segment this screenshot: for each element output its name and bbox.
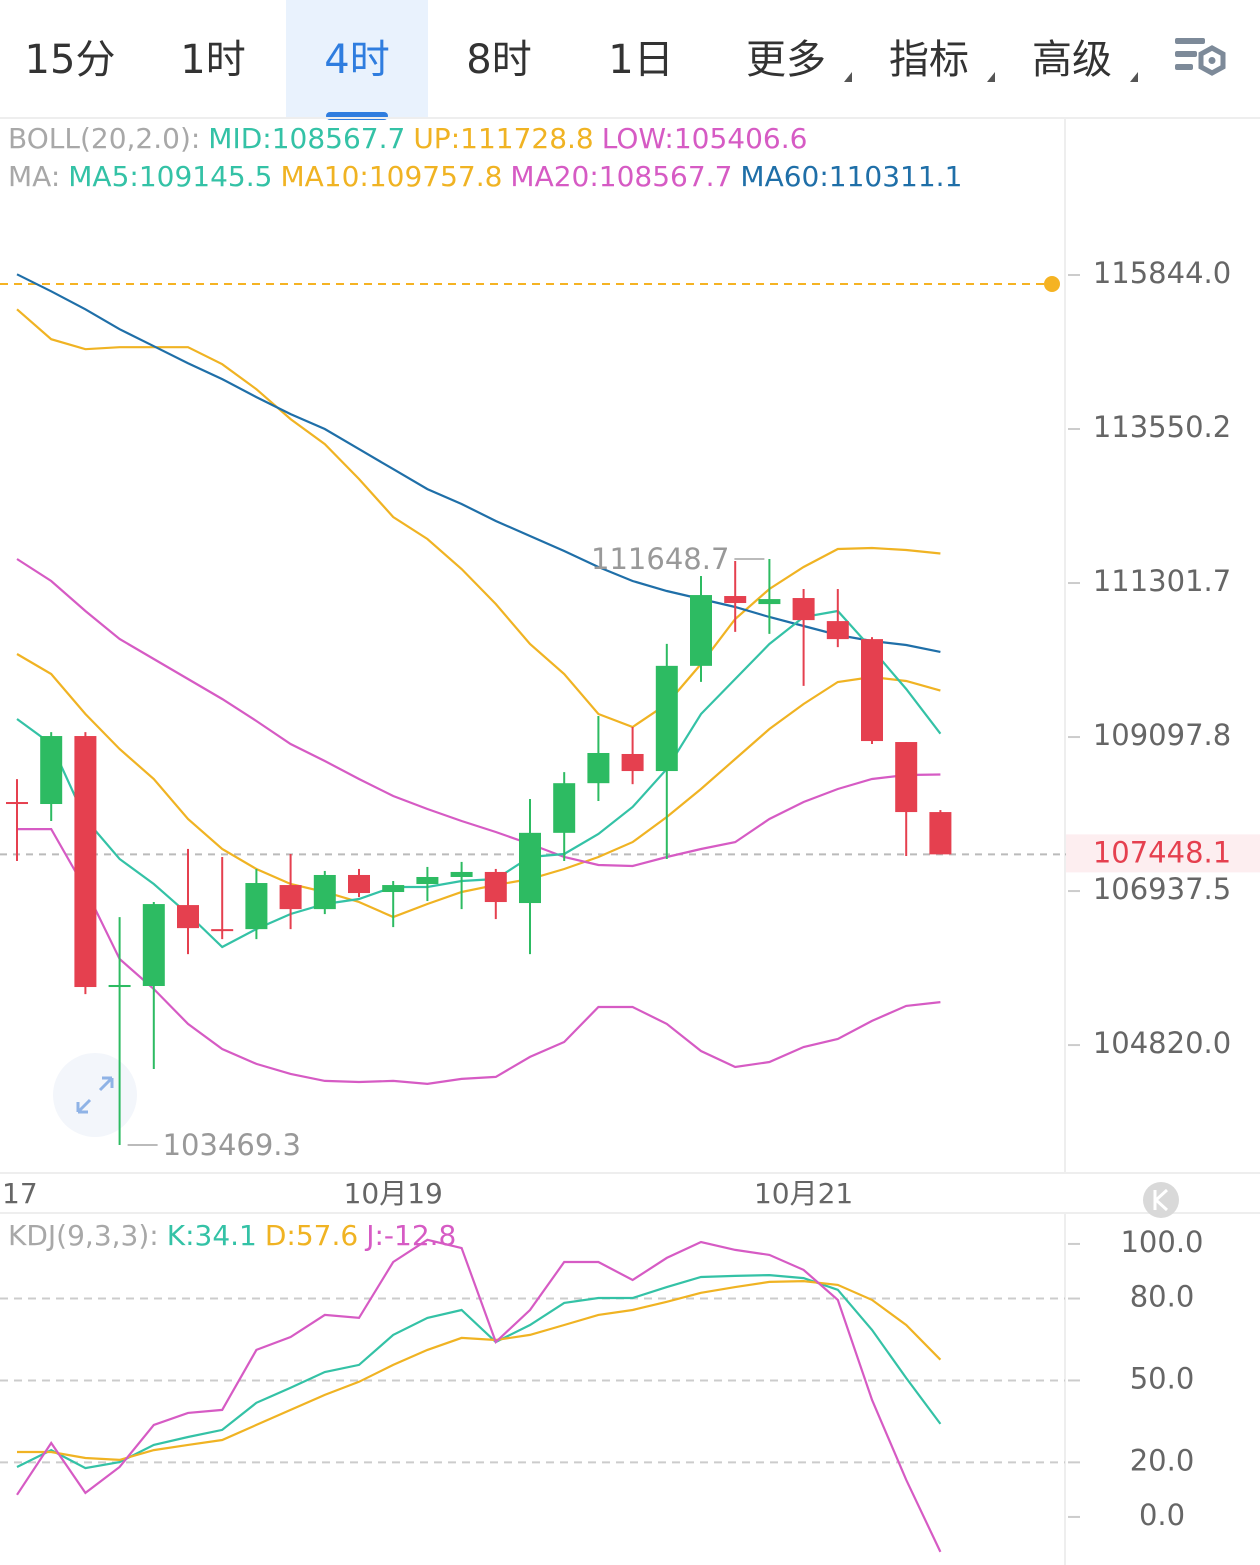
y-tick-label: 50.0 [1130, 1361, 1195, 1395]
legend-item: MA10:109757.8 [280, 160, 502, 193]
tab[interactable]: 8时 [466, 37, 531, 83]
legend-item: UP:111728.8 [413, 122, 593, 155]
overlay-line [16, 308, 941, 729]
candle-body [416, 876, 439, 885]
candle-body [690, 595, 712, 666]
alert-dot [1044, 275, 1060, 292]
y-tick-label: 104820.0 [1093, 1026, 1231, 1060]
y-tick-label: 106937.5 [1093, 872, 1231, 906]
candle-body [245, 883, 268, 930]
candle-body [40, 736, 63, 805]
tab[interactable]: 15分 [25, 37, 116, 83]
tab[interactable]: 1时 [180, 37, 245, 83]
tab[interactable]: 4时 [324, 37, 389, 83]
kdj-line [16, 1273, 942, 1470]
tab[interactable]: 高级 [1032, 37, 1112, 83]
legend-row: MA: MA5:109145.5 MA10:109757.8 MA20:108567.… [8, 160, 962, 193]
candle-body [724, 596, 747, 604]
candle-body [758, 599, 781, 605]
y-tick-label: 0.0 [1139, 1498, 1185, 1532]
candle-body [621, 753, 644, 772]
candle-body [861, 639, 883, 742]
candle-body [313, 874, 336, 910]
candle-body [348, 874, 370, 894]
last-price-label: 107448.1 [1093, 835, 1231, 869]
legend-item: J:-12.8 [364, 1219, 456, 1252]
legend-row: BOLL(20,2.0): MID:108567.7 UP:111728.8 LOW:… [8, 122, 807, 155]
k-button[interactable] [1143, 1182, 1179, 1218]
active-tab-bg [286, 0, 428, 118]
candle-body [450, 871, 473, 877]
overlay-line [16, 273, 941, 653]
kdj-line [17, 1279, 942, 1462]
candle-body [382, 885, 405, 893]
legend-item: BOLL(20,2.0): [8, 122, 200, 155]
overlay-line [17, 828, 941, 1086]
dropdown-caret [1130, 72, 1138, 82]
candle-body [519, 832, 541, 904]
settings-icon[interactable] [1175, 38, 1226, 76]
y-tick-label: 109097.8 [1093, 718, 1231, 752]
kdj-plot [0, 1238, 1065, 1553]
candle-body [587, 752, 610, 784]
last-price-bg [1066, 834, 1260, 873]
tab[interactable]: 指标 [889, 37, 969, 83]
candle-body [279, 885, 302, 910]
candle-body [142, 904, 165, 987]
y-tick-label: 100.0 [1120, 1225, 1203, 1259]
y-tick-label: 80.0 [1130, 1280, 1195, 1314]
kdj-line [16, 1238, 942, 1553]
legend-item: MA20:108567.7 [510, 160, 732, 193]
x-tick-label: 10月21 [754, 1177, 853, 1210]
dropdown-caret [987, 72, 995, 82]
overlay-line [16, 558, 941, 868]
overlay-line [16, 653, 941, 919]
overlay-line [16, 609, 942, 949]
toolbar: 15分 1时 4时 8时 1日 更多 指标 高级 [25, 0, 1138, 120]
candle-body [895, 742, 918, 813]
kdj-legend: KDJ(9,3,3): K:34.1 D:57.6 J:-12.8 [8, 1219, 456, 1252]
candle-body [553, 783, 576, 833]
axes: BOLL(20,2.0): MID:108567.7 UP:111728.8 LOW:… [2, 122, 1260, 1532]
candle-body [211, 929, 234, 932]
legend-row: KDJ(9,3,3): K:34.1 D:57.6 J:-12.8 [8, 1219, 456, 1252]
low-label: 103469.3 [163, 1128, 301, 1162]
legend-item: MA5:109145.5 [68, 160, 272, 193]
candle-body [484, 871, 507, 903]
candle-body [74, 736, 97, 988]
candle-body [6, 802, 28, 805]
legend-item: KDJ(9,3,3): [8, 1219, 159, 1252]
x-tick-label: 17 [2, 1177, 38, 1210]
y-tick-label: 111301.7 [1093, 564, 1231, 598]
y-tick-label: 20.0 [1130, 1443, 1195, 1477]
candle-body [929, 812, 952, 855]
high-label: 111648.7 [591, 542, 729, 576]
y-tick-label: 113550.2 [1093, 410, 1231, 444]
candle-body [655, 665, 678, 772]
legend-item: MA60:110311.1 [740, 160, 962, 193]
legend-item: LOW:105406.6 [602, 122, 808, 155]
legend-item: D:57.6 [265, 1219, 358, 1252]
y-tick-label: 115844.0 [1093, 256, 1231, 290]
candle-body [792, 598, 815, 621]
main-plot: 111648.7 103469.3 [0, 273, 1065, 1162]
candle-body [108, 984, 131, 988]
dropdown-caret [844, 72, 852, 82]
candle-body [177, 905, 199, 929]
legend-item: MID:108567.7 [208, 122, 405, 155]
x-tick-label: 10月19 [344, 1177, 443, 1210]
tab[interactable]: 更多 [746, 37, 826, 83]
expand-button[interactable] [53, 1053, 137, 1137]
legend-item: K:34.1 [167, 1219, 257, 1252]
tab[interactable]: 1日 [608, 37, 673, 83]
legend-item: MA: [8, 160, 60, 193]
candle-body [826, 621, 849, 640]
